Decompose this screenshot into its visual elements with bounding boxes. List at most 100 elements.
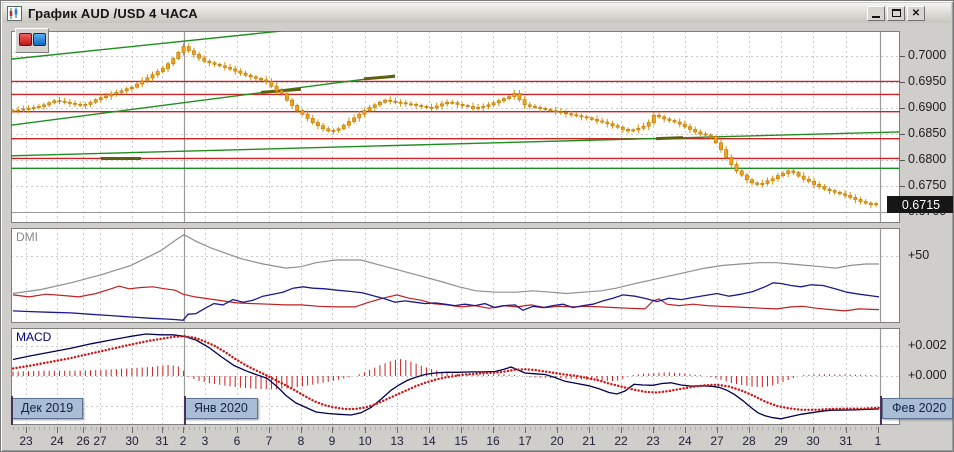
time-axis-minor-tick: [555, 427, 557, 430]
time-axis-day-tick: [269, 427, 270, 433]
time-axis-minor-tick: [617, 427, 619, 430]
time-axis-minor-tick: [540, 427, 542, 430]
time-axis-minor-tick: [519, 427, 521, 430]
day-label: 1: [874, 434, 882, 448]
time-axis-minor-tick: [106, 427, 108, 430]
month-boundary-marker: [184, 396, 186, 425]
time-axis-minor-tick: [54, 427, 56, 430]
time-axis-day-tick: [237, 427, 238, 433]
maximize-icon: [891, 9, 901, 17]
time-axis-day-tick: [162, 427, 163, 433]
time-axis-minor-tick: [152, 427, 154, 430]
minimize-button[interactable]: [867, 5, 885, 21]
dmi-indicator-label: DMI: [16, 230, 38, 244]
time-axis-minor-tick: [850, 427, 852, 430]
time-axis-minor-tick: [834, 427, 836, 430]
day-label: 10: [358, 434, 372, 448]
time-axis-minor-tick: [860, 427, 862, 430]
time-axis-minor-tick: [343, 427, 345, 430]
maximize-button[interactable]: [887, 5, 905, 21]
dmi-panel[interactable]: [11, 228, 900, 323]
price-axis-tick: [900, 55, 905, 57]
time-axis-minor-tick: [483, 427, 485, 430]
time-axis-minor-tick: [374, 427, 376, 430]
time-axis-minor-tick: [705, 427, 707, 430]
day-label: 26: [76, 434, 90, 448]
price-axis-label: 0.6800: [908, 152, 947, 166]
title-bar[interactable]: График AUD /USD 4 ЧАСА ✕: [3, 3, 951, 24]
time-axis-day-tick: [301, 427, 302, 433]
time-axis-minor-tick: [23, 427, 25, 430]
time-axis-minor-tick: [679, 427, 681, 430]
floating-toolbar: [15, 28, 49, 53]
time-axis-minor-tick: [865, 427, 867, 430]
price-axis-label: 0.6850: [908, 126, 947, 140]
time-axis-minor-tick: [467, 427, 469, 430]
time-axis-minor-tick: [178, 427, 180, 430]
time-axis-minor-tick: [565, 427, 567, 430]
time-axis-minor-tick: [95, 427, 97, 430]
price-axis-label: 0.6950: [908, 74, 947, 88]
time-axis-minor-tick: [534, 427, 536, 430]
time-axis-minor-tick: [700, 427, 702, 430]
time-axis-day-tick: [781, 427, 782, 433]
time-axis-day-tick: [429, 427, 430, 433]
time-axis-minor-tick: [276, 427, 278, 430]
time-axis-minor-tick: [364, 427, 366, 430]
price-axis-label: 0.6900: [908, 100, 947, 114]
time-axis-minor-tick: [452, 427, 454, 430]
time-axis-minor-tick: [488, 427, 490, 430]
time-axis-minor-tick: [369, 427, 371, 430]
day-label: 13: [390, 434, 404, 448]
time-axis-minor-tick: [116, 427, 118, 430]
time-axis-day-tick: [26, 427, 27, 433]
time-axis-day-tick: [557, 427, 558, 433]
price-axis-tick: [900, 133, 905, 135]
time-axis-minor-tick: [100, 427, 102, 430]
time-axis-minor-tick: [762, 427, 764, 430]
time-axis-minor-tick: [49, 427, 51, 430]
time-axis-minor-tick: [255, 427, 257, 430]
price-axis-label: 0.6750: [908, 178, 947, 192]
time-axis-minor-tick: [338, 427, 340, 430]
blue-marker-button[interactable]: [33, 33, 46, 46]
time-axis-minor-tick: [416, 427, 418, 430]
time-axis-minor-tick: [752, 427, 754, 430]
day-label: 7: [265, 434, 273, 448]
month-label-feb-2020: Фев 2020: [882, 398, 953, 419]
time-axis-minor-tick: [421, 427, 423, 430]
day-label: 27: [710, 434, 724, 448]
time-axis-minor-tick: [400, 427, 402, 430]
price-chart-panel[interactable]: [11, 31, 900, 223]
time-axis-minor-tick: [669, 427, 671, 430]
close-button[interactable]: ✕: [907, 5, 925, 21]
time-axis-minor-tick: [876, 427, 878, 430]
day-label: 6: [233, 434, 241, 448]
time-axis-minor-tick: [478, 427, 480, 430]
time-axis-minor-tick: [157, 427, 159, 430]
time-axis-minor-tick: [659, 427, 660, 430]
window-title: График AUD /USD 4 ЧАСА: [28, 5, 198, 21]
time-axis-minor-tick: [726, 427, 728, 430]
time-axis-minor-tick: [695, 427, 697, 430]
time-axis-minor-tick: [142, 427, 144, 430]
month-label-jan-2020: Янв 2020: [184, 398, 258, 419]
day-label: 22: [614, 434, 628, 448]
time-axis-minor-tick: [90, 427, 92, 430]
time-axis-minor-tick: [426, 427, 428, 430]
time-axis-minor-tick: [230, 427, 232, 430]
time-axis-day-tick: [846, 427, 847, 433]
time-axis-minor-tick: [64, 427, 66, 430]
time-axis-day-tick: [83, 427, 84, 433]
time-axis-day-tick: [100, 427, 101, 433]
time-axis-minor-tick: [199, 427, 201, 430]
macd-panel[interactable]: [11, 328, 900, 425]
time-axis-minor-tick: [607, 427, 609, 430]
time-axis-minor-tick: [405, 427, 407, 430]
time-axis-minor-tick: [674, 427, 676, 430]
time-axis-minor-tick: [302, 427, 304, 430]
day-label: 15: [454, 434, 468, 448]
red-marker-button[interactable]: [19, 33, 32, 46]
time-axis-minor-tick: [767, 427, 769, 430]
